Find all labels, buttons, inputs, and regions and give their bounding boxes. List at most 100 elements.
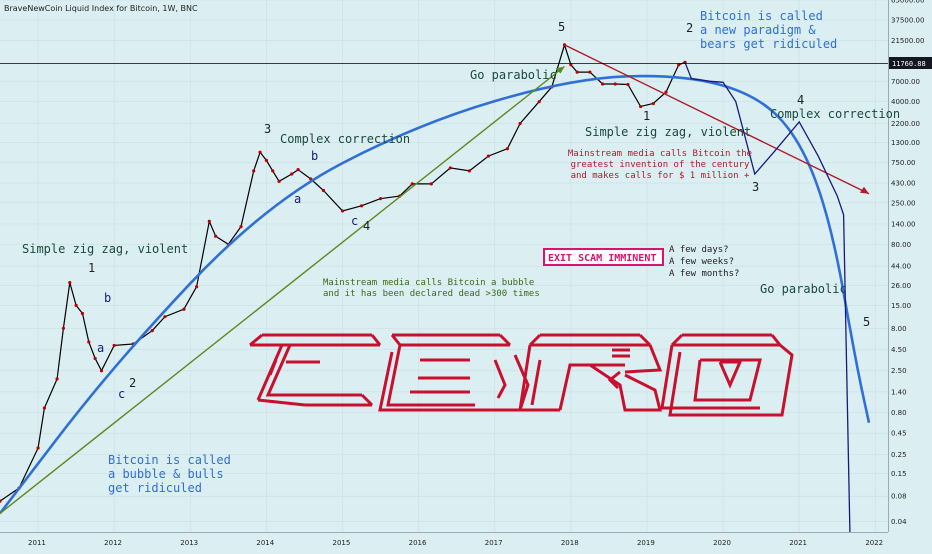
annotation-text: Go parabolic <box>760 282 847 296</box>
green-arrowhead <box>555 66 565 74</box>
wave-label: 2 <box>129 376 136 390</box>
price-point <box>600 82 605 86</box>
price-point <box>36 446 40 450</box>
annotation-text: Go parabolic <box>470 68 557 82</box>
series-layer <box>0 42 871 533</box>
annotation-text: Simple zig zag, violent <box>22 242 188 256</box>
zero-letter-z <box>249 333 382 407</box>
x-tick-label: 2013 <box>180 539 198 547</box>
exit-scam-box <box>543 248 664 266</box>
y-tick-label: 0.80 <box>891 409 907 417</box>
annotation-line: Complex correction <box>770 107 900 121</box>
y-tick-label: 44.00 <box>891 263 911 271</box>
annotation-line: and makes calls for $ 1 million + <box>571 171 750 181</box>
wave-label: 1 <box>88 261 95 275</box>
y-tick-label: 140.00 <box>891 220 916 228</box>
wave-label: b <box>104 291 111 305</box>
x-tick-label: 2015 <box>333 539 351 547</box>
wave-label: 4 <box>363 219 370 233</box>
gridlines <box>0 0 888 532</box>
price-point <box>486 154 490 158</box>
series-line-3 <box>564 44 870 195</box>
y-tick-label: 37500.00 <box>891 17 924 25</box>
y-tick-label: 0.08 <box>891 493 907 501</box>
zero-letter-r <box>518 333 663 412</box>
price-point <box>264 158 268 162</box>
price-point <box>55 377 59 381</box>
annotation-line: get ridiculed <box>108 481 202 495</box>
chart-header-title: BraveNewCoin Liquid Index for Bitcoin, 1… <box>4 4 198 13</box>
annotation-text: Simple zig zag, violent <box>585 125 751 139</box>
annotation-line: Go parabolic <box>470 68 557 82</box>
y-tick-label: 7000.00 <box>891 78 920 86</box>
x-tick-label: 2016 <box>409 539 427 547</box>
y-tick-label: 430.00 <box>891 180 916 188</box>
price-point <box>271 169 275 173</box>
y-tick-label: 26.00 <box>891 282 911 290</box>
price-point <box>195 285 199 289</box>
price-point <box>0 499 2 503</box>
price-point <box>321 188 326 193</box>
price-point <box>575 70 579 74</box>
wave-label: 2 <box>686 21 693 35</box>
price-point <box>42 406 47 410</box>
labels-layer: Simple zig zag, violent Complex correctio… <box>22 9 900 495</box>
annotation-line: Complex correction <box>280 132 410 146</box>
y-tick-label: 4.50 <box>891 346 907 354</box>
price-point <box>214 234 218 238</box>
price-point <box>639 104 643 109</box>
wave-label: a <box>97 341 104 355</box>
price-point <box>182 307 186 311</box>
price-point <box>410 182 414 186</box>
wave-label: c <box>118 387 125 401</box>
annotation-line: Mainstream media calls Bitcoin a bubble <box>323 278 534 288</box>
annotation-text: Mainstream media calls Bitcoin the greate… <box>568 149 752 181</box>
price-point <box>429 182 433 186</box>
annotation-text: Bitcoin is called a bubble & bulls get rid… <box>108 453 231 495</box>
annotation-text: A few days? A few weeks? A few months? <box>669 245 739 279</box>
x-tick-label: 2014 <box>256 539 274 547</box>
wave-label: c <box>351 214 358 228</box>
series-line-0 <box>0 42 686 502</box>
price-point <box>74 303 78 307</box>
y-tick-label: 0.45 <box>891 430 907 438</box>
red-arrowhead <box>859 186 869 194</box>
annotation-line: Bitcoin is called <box>108 453 231 467</box>
price-point <box>677 63 681 67</box>
price-point <box>569 63 573 67</box>
wave-label: 3 <box>752 180 759 194</box>
x-tick-label: 2011 <box>28 539 46 547</box>
x-tick-label: 2017 <box>485 539 503 547</box>
price-point <box>588 70 592 74</box>
x-tick-label: 2018 <box>561 539 579 547</box>
price-point <box>93 356 97 361</box>
annotation-line: a bubble & bulls <box>108 467 224 481</box>
wave-label: a <box>294 192 301 206</box>
price-point <box>296 168 300 172</box>
annotation-line: a new paradigm & <box>700 23 816 37</box>
annotation-line: and it has been declared dead >300 times <box>323 289 540 299</box>
wave-label: 5 <box>558 20 565 34</box>
last-price-badge: 11760.88 <box>0 57 932 69</box>
axis-labels: 65000.0037500.0021500.007000.004000.0022… <box>28 0 924 547</box>
price-point <box>61 326 66 330</box>
zero-ascii-art <box>249 333 794 417</box>
annotation-text: EXIT SCAM IMMINENT <box>548 253 656 264</box>
price-point <box>626 82 630 87</box>
wave-label: b <box>311 149 318 163</box>
price-point <box>378 197 383 201</box>
annotation-text: Complex correction <box>770 107 900 121</box>
y-tick-label: 2200.00 <box>891 120 920 128</box>
price-point <box>80 311 85 316</box>
price-point <box>277 179 281 183</box>
annotation-text: Bitcoin is called a new paradigm & bears g… <box>700 9 837 51</box>
y-tick-label: 0.25 <box>891 451 907 459</box>
y-tick-label: 2.50 <box>891 367 907 375</box>
y-tick-label: 250.00 <box>891 199 916 207</box>
annotation-line: Bitcoin is called <box>700 9 823 23</box>
price-point <box>163 315 167 319</box>
price-badge-text: 11760.88 <box>892 60 926 68</box>
annotation-text: Mainstream media calls Bitcoin a bubble a… <box>323 278 540 299</box>
